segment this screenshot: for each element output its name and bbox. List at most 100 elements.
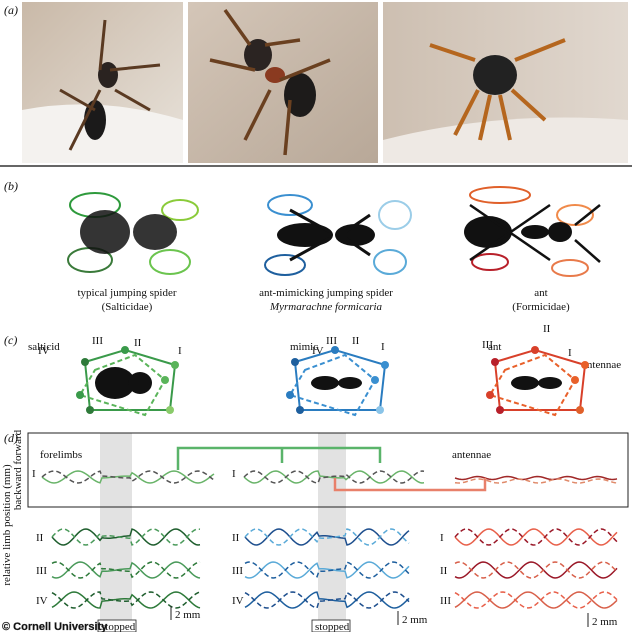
body	[95, 367, 135, 399]
joint	[171, 361, 179, 369]
row-label: I	[32, 468, 36, 480]
row-label: II	[36, 532, 44, 544]
body	[511, 376, 539, 390]
trace	[51, 591, 201, 609]
caption: ant	[534, 287, 547, 299]
leg-label: II	[352, 335, 360, 347]
body	[311, 376, 339, 390]
trace	[244, 561, 410, 579]
leg-label: I	[178, 345, 182, 357]
trace	[243, 470, 425, 484]
body	[338, 377, 362, 389]
joint	[331, 346, 339, 354]
stopped-label: stopped	[315, 621, 350, 632]
trace	[41, 470, 215, 484]
leg-label: III	[326, 335, 337, 347]
row-label: IV	[232, 595, 244, 607]
joint	[371, 376, 379, 384]
row-label: I	[232, 468, 236, 480]
trace	[51, 561, 201, 579]
joint	[291, 358, 299, 366]
group-title: ant	[488, 341, 501, 353]
leg-label: IV	[312, 345, 324, 357]
panel-label: (d)	[4, 431, 18, 445]
trace	[51, 528, 201, 546]
trace	[244, 591, 410, 609]
leg-polygon	[488, 353, 577, 417]
group-title: salticid	[28, 341, 60, 353]
body	[128, 372, 152, 394]
watermark: © Cornell University	[2, 621, 108, 632]
leg-label: IV	[38, 345, 50, 357]
trace	[454, 528, 618, 546]
caption: typical jumping spider	[78, 287, 177, 299]
leg-label: antennae	[582, 359, 621, 371]
trace	[454, 528, 618, 546]
trace	[243, 470, 425, 484]
stopped-label: stopped	[101, 621, 136, 632]
row-label: III	[36, 565, 47, 577]
row-label: I	[440, 532, 444, 544]
joint	[491, 358, 499, 366]
group-title: mimic	[290, 341, 318, 353]
photos	[22, 2, 628, 163]
trace	[454, 591, 618, 609]
leg-polygon	[288, 353, 377, 417]
gray-band	[100, 433, 132, 623]
leg-label: III	[92, 335, 103, 347]
leg-polygon	[493, 348, 587, 411]
y-axis-sublabel: backward forward	[12, 429, 24, 510]
leg-label: III	[482, 339, 493, 351]
caption: (Salticidae)	[102, 301, 153, 313]
trace	[51, 591, 201, 609]
scale-label: 2 mm	[592, 616, 618, 628]
joint	[571, 376, 579, 384]
joint	[161, 376, 169, 384]
row-label: III	[232, 565, 243, 577]
joint	[381, 361, 389, 369]
silhouettes	[67, 186, 601, 277]
row-label: II	[232, 532, 240, 544]
caption: (Formicidae)	[512, 301, 570, 313]
trace	[454, 561, 618, 579]
joint	[486, 391, 494, 399]
leg-polygon	[78, 353, 167, 417]
trace	[41, 470, 215, 484]
trace	[454, 561, 618, 579]
row-label: IV	[36, 595, 48, 607]
y-axis-label: relative limb position (mm)	[1, 464, 13, 586]
joint	[296, 406, 304, 414]
body	[538, 377, 562, 389]
scale-label: 2 mm	[402, 614, 428, 626]
panel-label: (a)	[4, 3, 18, 17]
joint	[496, 406, 504, 414]
joint	[376, 406, 384, 414]
caption: Myrmarachne formicaria	[269, 301, 383, 313]
arrow	[176, 446, 382, 470]
row-label: III	[440, 595, 451, 607]
joint	[581, 361, 589, 369]
arrow	[333, 478, 487, 492]
scale-label: 2 mm	[175, 609, 201, 621]
top-box	[27, 432, 629, 508]
joint	[76, 391, 84, 399]
box-title: antennae	[452, 449, 491, 461]
leg-polygon	[293, 348, 387, 411]
joint	[531, 346, 539, 354]
captions: typical jumping spider (Salticidae) ant-…	[78, 287, 571, 313]
leg-label: I	[568, 347, 572, 359]
panel-label: (b)	[4, 179, 18, 193]
joint	[576, 406, 584, 414]
trace	[51, 561, 201, 579]
trace	[454, 475, 618, 481]
leg-label: I	[381, 341, 385, 353]
trace	[244, 528, 410, 546]
joint	[121, 346, 129, 354]
joint	[86, 406, 94, 414]
joint	[166, 406, 174, 414]
trace	[454, 591, 618, 609]
trace	[454, 478, 618, 484]
